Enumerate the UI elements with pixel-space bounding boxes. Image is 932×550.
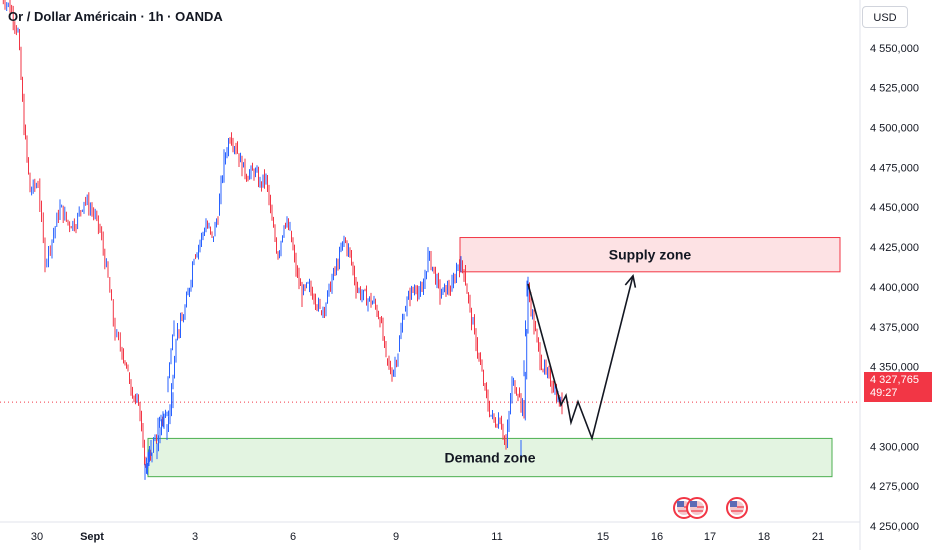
flag-canton [690,501,697,507]
flag-canton [730,501,737,507]
currency-selector[interactable]: USD [862,6,908,28]
time-tick-label: 17 [704,531,716,543]
price-tick-label: 4 475,000 [870,162,919,174]
price-tick-label: 4 500,000 [870,123,919,135]
flag-canton [677,501,684,507]
current-price-value: 4 327,765 [870,374,919,386]
event-markers [673,497,748,519]
time-tick-label: 6 [290,531,296,543]
time-tick-label: 18 [758,531,770,543]
time-tick-label: 9 [393,531,399,543]
price-tick-label: 4 350,000 [870,362,919,374]
time-tick-label: 3 [192,531,198,543]
supply-zone-label: Supply zone [609,247,692,263]
demand-zone [147,437,833,478]
demand-zone-label: Demand zone [444,450,535,466]
us-flag-icon [686,497,708,519]
symbol-title[interactable]: Or / Dollar Américain · 1h · OANDA [8,9,223,24]
price-tick-label: 4 375,000 [870,322,919,334]
price-tick-label: 4 275,000 [870,481,919,493]
price-tick-label: 4 400,000 [870,282,919,294]
price-tick-label: 4 425,000 [870,242,919,254]
time-tick-label: 11 [491,531,502,543]
projection-layer [527,274,637,442]
time-tick-label: 16 [651,531,663,543]
current-price-tag: 4 327,765 49:27 [864,372,932,402]
bar-countdown: 49:27 [870,387,898,399]
price-tick-label: 4 300,000 [870,441,919,453]
time-tick-label: 30 [31,531,43,543]
price-tick-label: 4 250,000 [870,521,919,533]
us-flag-icon [726,497,748,519]
price-tick-label: 4 450,000 [870,202,919,214]
time-tick-label: 15 [597,531,609,543]
price-tick-label: 4 550,000 [870,43,919,55]
time-tick-label: Sept [80,531,104,543]
price-axis[interactable]: 4 550,000 4 525,000 4 500,000 4 475,000 4 45… [870,43,919,533]
candles-layer [2,0,563,480]
projection-arrowhead [624,274,637,288]
time-tick-label: 21 [812,531,824,543]
time-axis[interactable]: 30 Sept 3 6 9 11 15 16 17 18 21 [31,531,824,543]
price-tick-label: 4 525,000 [870,83,919,95]
projection-path [527,275,634,442]
supply-zone [459,237,841,273]
zones-layer: Supply zone Demand zone [0,237,860,478]
